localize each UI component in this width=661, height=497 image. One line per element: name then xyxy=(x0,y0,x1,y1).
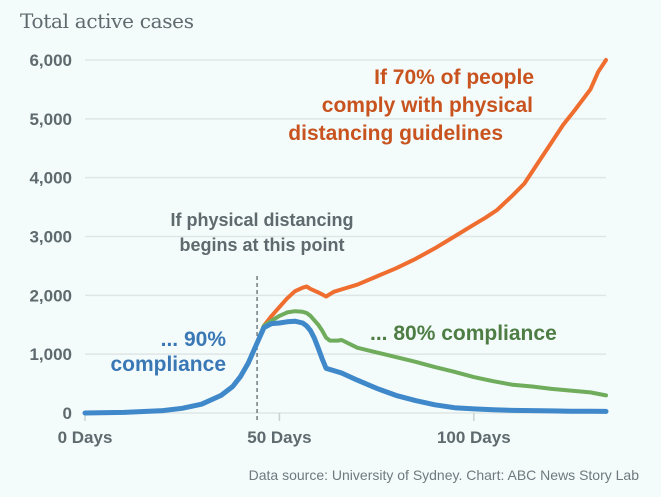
chart-title: Total active cases xyxy=(20,9,194,33)
y-tick-label: 3,000 xyxy=(29,228,72,247)
y-axis-ticks: 0 1,000 2,000 3,000 4,000 5,000 6,000 xyxy=(29,51,72,423)
y-tick-label: 2,000 xyxy=(29,286,72,305)
annotation-blue-line: compliance xyxy=(110,353,226,376)
series-lines xyxy=(82,58,609,416)
annotations: If 70% of people comply with physical dist… xyxy=(110,66,556,376)
x-tick-label: 0 Days xyxy=(58,428,113,447)
annotation-marker-line: begins at this point xyxy=(180,235,345,255)
y-tick-label: 1,000 xyxy=(29,345,72,364)
annotation-blue-line: ... 90% xyxy=(161,328,227,351)
x-axis-ticks: 0 Days 50 Days 100 Days xyxy=(58,413,511,447)
data-source-note: Data source: University of Sydney. Chart… xyxy=(248,467,639,483)
x-tick-label: 100 Days xyxy=(437,428,511,447)
annotation-orange-line: distancing guidelines xyxy=(288,122,503,145)
gridlines xyxy=(85,59,606,414)
annotation-marker-line: If physical distancing xyxy=(170,210,353,230)
y-tick-label: 4,000 xyxy=(29,169,72,188)
y-tick-label: 0 xyxy=(63,404,72,423)
series-line-90-compliance xyxy=(82,318,609,416)
y-tick-label: 6,000 xyxy=(29,51,72,70)
y-tick-label: 5,000 xyxy=(29,110,72,129)
annotation-orange-line: If 70% of people xyxy=(374,66,534,89)
annotation-orange-line: comply with physical xyxy=(322,94,533,117)
x-tick-label: 50 Days xyxy=(247,428,311,447)
annotation-green-line: ... 80% compliance xyxy=(370,322,557,345)
